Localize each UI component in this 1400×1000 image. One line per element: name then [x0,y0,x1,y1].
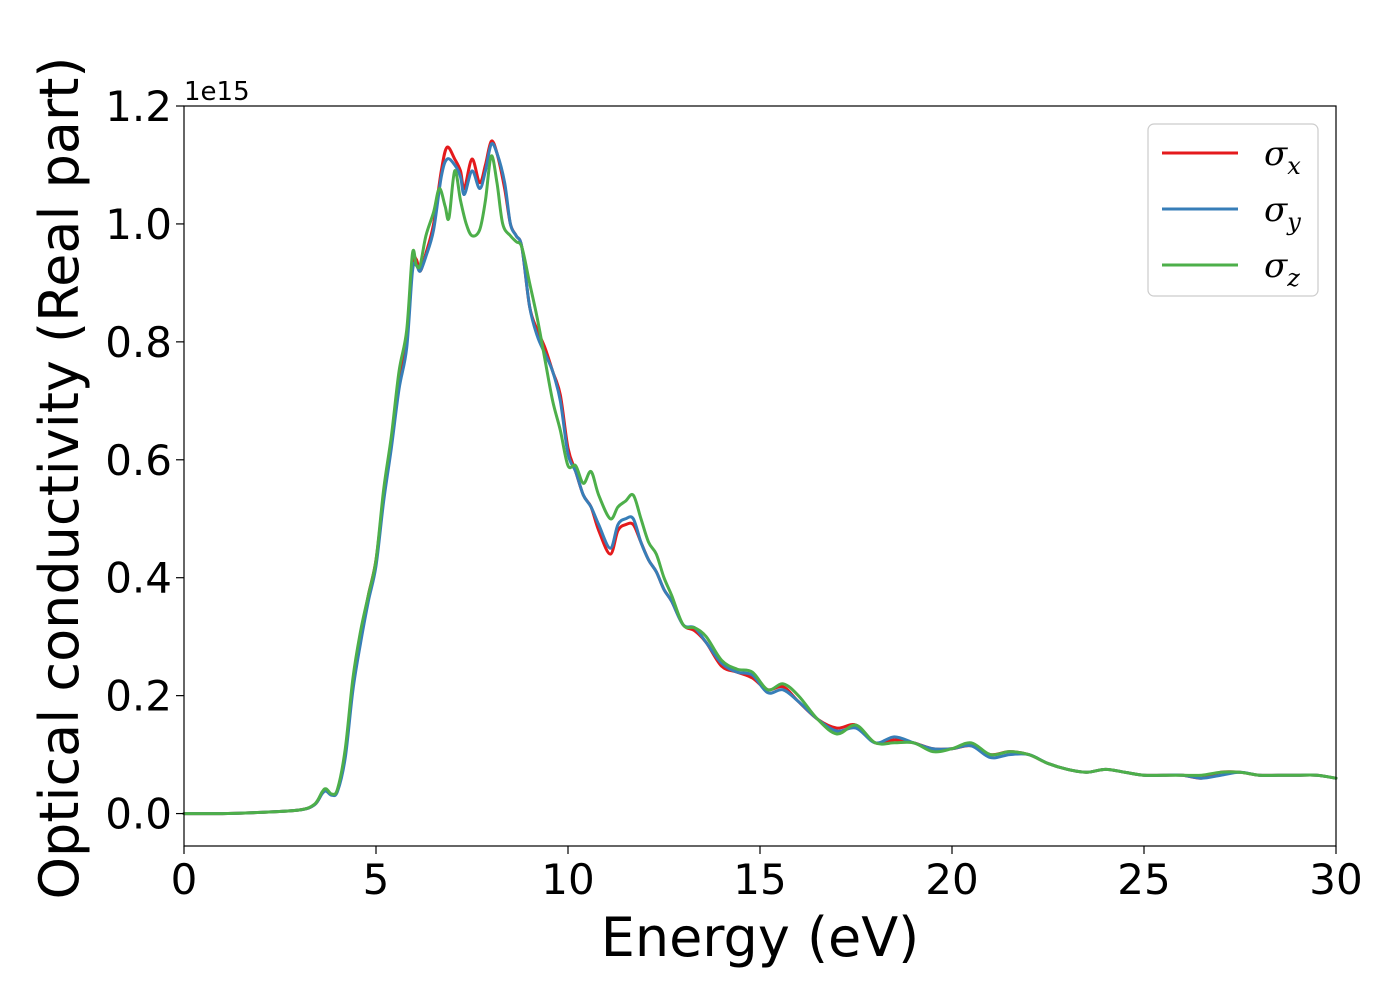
legend-label-z: σz [1264,246,1300,292]
y-tick-label: 1.0 [105,200,172,249]
y-tick-label: 0.0 [105,790,172,839]
x-axis-label: Energy (eV) [601,906,920,969]
y-axis-ticks: 0.0 0.2 0.4 0.6 0.8 1.0 1.2 [105,82,184,839]
y-tick-label: 0.4 [105,554,172,603]
x-tick-label: 0 [171,855,198,904]
x-tick-label: 15 [733,855,786,904]
legend-label-x: σx [1264,134,1301,180]
y-axis-label: Optical conductivity (Real part) [28,57,91,900]
plot-background [184,106,1336,846]
y-tick-label: 1.2 [105,82,172,131]
x-tick-label: 30 [1309,855,1362,904]
x-tick-label: 20 [925,855,978,904]
x-axis-ticks: 0 5 10 15 20 25 30 [171,846,1363,904]
y-tick-label: 0.6 [105,436,172,485]
series-layer [182,139,1338,816]
y-offset-label: 1e15 [184,77,250,107]
y-tick-label: 0.2 [105,672,172,721]
x-tick-label: 10 [541,855,594,904]
x-tick-label: 25 [1117,855,1170,904]
x-tick-label: 5 [363,855,390,904]
series-line-z [182,154,1338,816]
legend: σx σy σz [1147,123,1319,297]
legend-label-y: σy [1264,190,1301,236]
y-tick-label: 0.8 [105,318,172,367]
